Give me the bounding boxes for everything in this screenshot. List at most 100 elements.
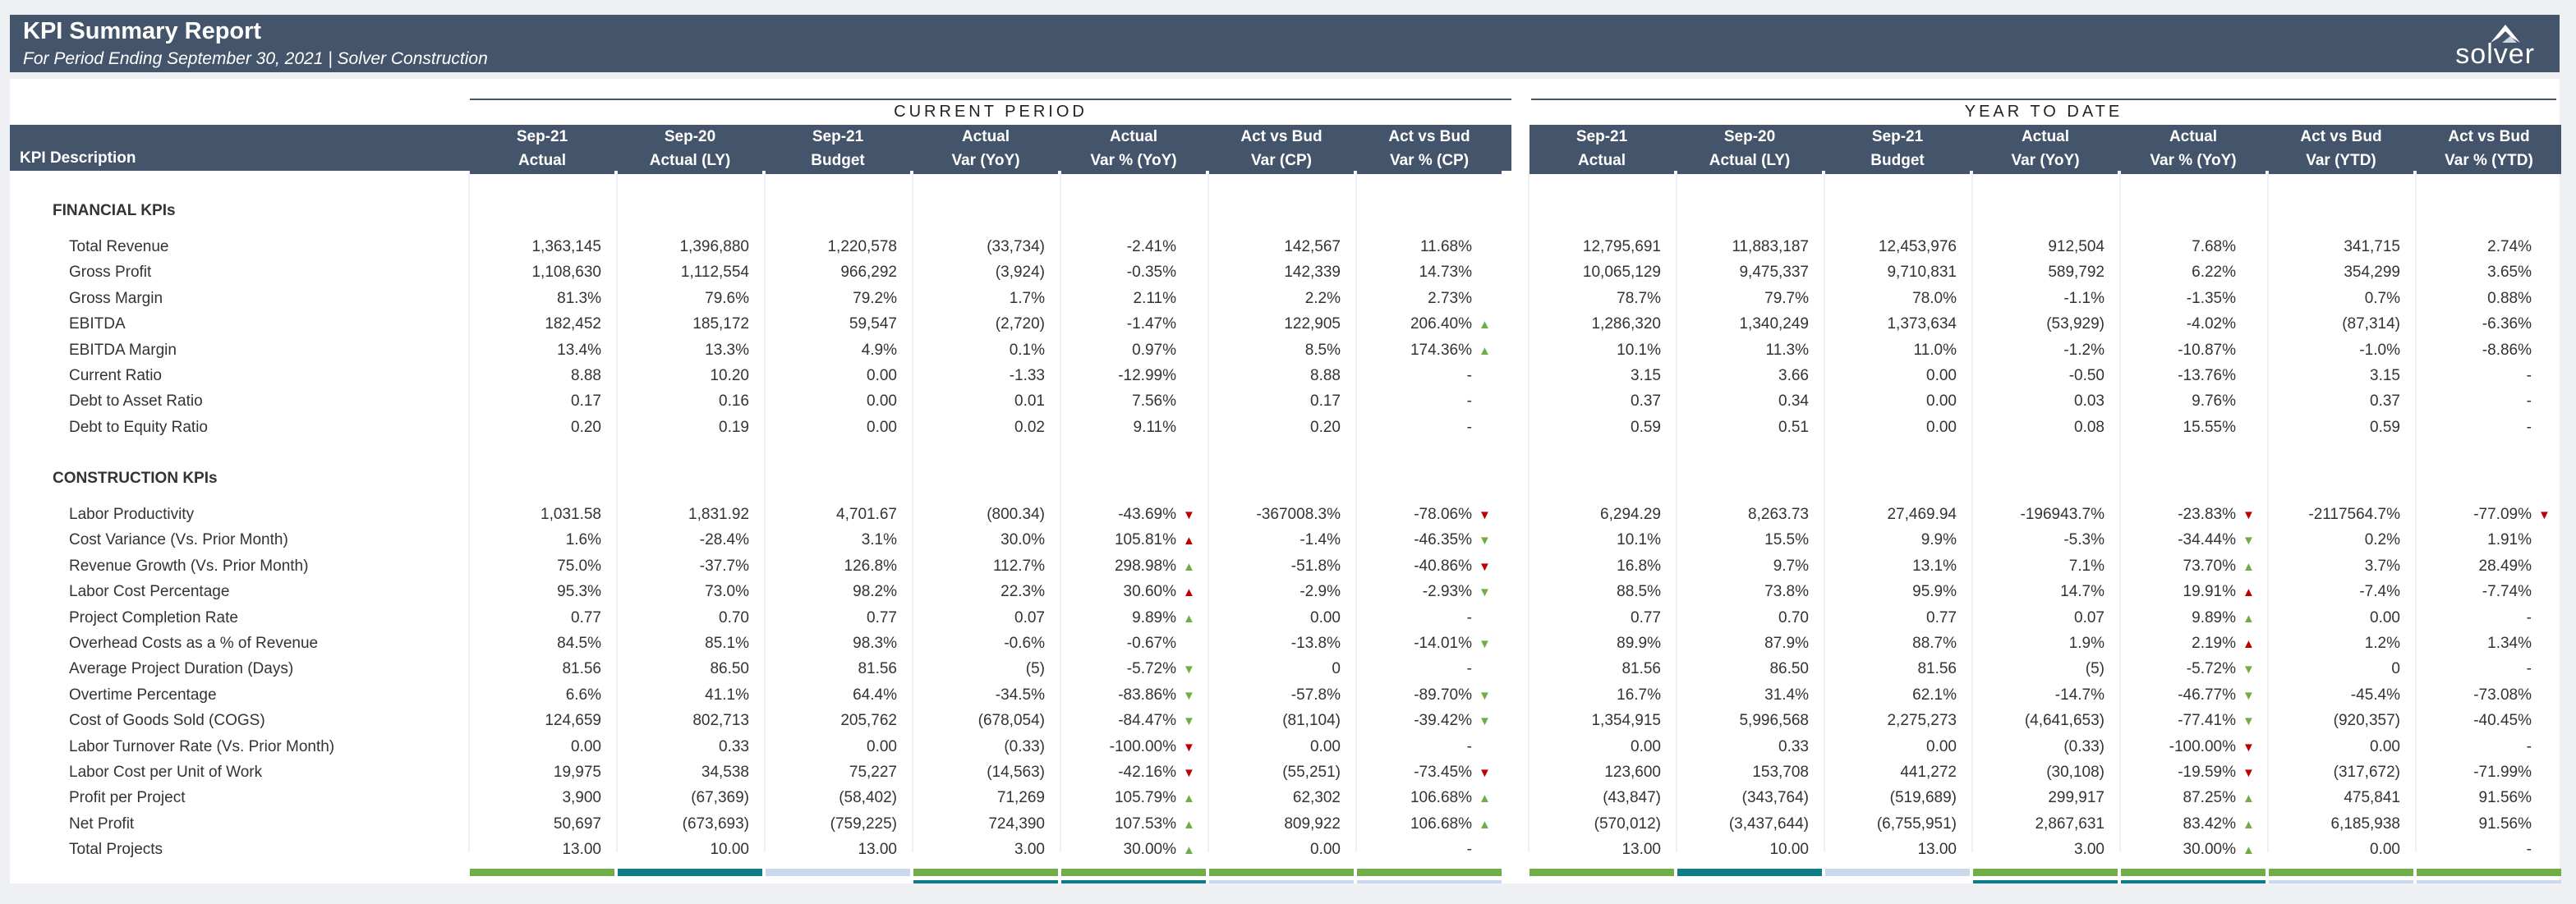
kpi-value-cell: -0.6% bbox=[1004, 635, 1045, 652]
kpi-value-cell: (33,734) bbox=[987, 238, 1045, 255]
trend-down-icon: ▼ bbox=[2242, 508, 2255, 522]
kpi-row-label: EBITDA Margin bbox=[69, 341, 177, 359]
kpi-value-cell: (3,437,644) bbox=[1728, 815, 1809, 833]
column-divider bbox=[468, 171, 470, 852]
kpi-value-cell: -77.41% bbox=[2178, 712, 2236, 730]
kpi-value-cell: -89.70% bbox=[1414, 686, 1472, 704]
trend-up-icon: ▲ bbox=[2242, 792, 2255, 806]
column-divider bbox=[1528, 171, 1530, 852]
kpi-value-cell: 0.00 bbox=[1926, 367, 1957, 384]
kpi-value-cell: 28.49% bbox=[2478, 557, 2532, 575]
kpi-value-cell: -1.0% bbox=[2359, 341, 2400, 359]
column-header-line: Var (YoY) bbox=[951, 152, 1020, 169]
kpi-value-cell: 0 bbox=[1332, 660, 1341, 678]
kpi-value-cell: -39.42% bbox=[1414, 712, 1472, 730]
column-header: Sep-20 Actual (LY) bbox=[1677, 125, 1822, 174]
kpi-row-label: Labor Turnover Rate (Vs. Prior Month) bbox=[69, 737, 335, 755]
kpi-row-label: Revenue Growth (Vs. Prior Month) bbox=[69, 557, 309, 575]
column-divider bbox=[1060, 171, 1061, 852]
kpi-row-label: Cost of Goods Sold (COGS) bbox=[69, 712, 265, 730]
kpi-value-cell: 1,363,145 bbox=[531, 238, 601, 255]
kpi-value-cell: -6.36% bbox=[2482, 315, 2532, 333]
kpi-value-cell: 10.00 bbox=[710, 841, 749, 859]
column-header-line: Sep-21 bbox=[1576, 128, 1628, 145]
kpi-value-cell: -1.1% bbox=[2063, 289, 2104, 307]
trend-up-icon: ▲ bbox=[2242, 817, 2255, 832]
ytd-rule bbox=[1531, 99, 2556, 100]
group-title: FINANCIAL KPIs bbox=[53, 202, 176, 219]
kpi-row-label: Overtime Percentage bbox=[69, 686, 217, 704]
kpi-value-cell: 11.0% bbox=[1913, 341, 1957, 359]
trend-down-icon: ▼ bbox=[1479, 508, 1491, 522]
legend-bar bbox=[1677, 869, 1822, 876]
kpi-value-cell: 724,390 bbox=[988, 815, 1045, 833]
column-header-line: Var (YTD) bbox=[2306, 152, 2376, 169]
kpi-value-cell: 123,600 bbox=[1604, 764, 1661, 781]
kpi-value-cell: (678,054) bbox=[978, 712, 1045, 730]
kpi-value-cell: 298.98% bbox=[1114, 557, 1176, 575]
column-divider bbox=[1971, 171, 1973, 852]
kpi-value-cell: 75,227 bbox=[849, 764, 897, 781]
kpi-value-cell: 81.56 bbox=[858, 660, 897, 678]
kpi-value-cell: 41.1% bbox=[705, 686, 749, 704]
legend-bar bbox=[1061, 880, 1206, 883]
kpi-value-cell: 1.91% bbox=[2487, 531, 2532, 549]
column-header-line: Var (CP) bbox=[1251, 152, 1312, 169]
trend-down-icon: ▼ bbox=[1479, 637, 1491, 651]
column-header: Actual Var % (YoY) bbox=[2121, 125, 2266, 174]
kpi-value-cell: 9,710,831 bbox=[1887, 264, 1957, 282]
kpi-value-cell: 73.0% bbox=[705, 583, 749, 601]
kpi-value-cell: - bbox=[2526, 392, 2532, 411]
kpi-value-cell: 79.7% bbox=[1764, 289, 1809, 307]
kpi-value-cell: 0.77 bbox=[867, 608, 897, 626]
kpi-value-cell: 8,263.73 bbox=[1748, 506, 1809, 523]
kpi-value-cell: 205,762 bbox=[840, 712, 897, 730]
trend-up-icon: ▲ bbox=[1479, 318, 1491, 333]
kpi-value-cell: 0.77 bbox=[571, 608, 601, 626]
column-divider bbox=[1676, 171, 1677, 852]
kpi-value-cell: 142,339 bbox=[1284, 264, 1341, 282]
kpi-value-cell: 3.65% bbox=[2487, 264, 2532, 282]
kpi-value-cell: -1.33 bbox=[1009, 367, 1045, 384]
kpi-value-cell: 341,715 bbox=[2344, 238, 2400, 255]
kpi-value-cell: -367008.3% bbox=[1256, 506, 1341, 523]
kpi-value-cell: (53,929) bbox=[2046, 315, 2104, 333]
column-header: Actual Var (YoY) bbox=[1973, 125, 2118, 174]
kpi-value-cell: 14.7% bbox=[2060, 583, 2104, 601]
kpi-value-cell: -46.77% bbox=[2178, 686, 2236, 704]
kpi-value-cell: 206.40% bbox=[1410, 315, 1472, 333]
kpi-value-cell: (0.33) bbox=[2063, 737, 2104, 755]
column-header: Actual Var % (YoY) bbox=[1061, 125, 1206, 174]
kpi-value-cell: 78.7% bbox=[1617, 289, 1661, 307]
kpi-value-cell: -14.01% bbox=[1414, 635, 1472, 652]
trend-down-icon: ▼ bbox=[1183, 740, 1195, 755]
kpi-row-label: Gross Margin bbox=[69, 289, 163, 307]
kpi-value-cell: 11,883,187 bbox=[1732, 238, 1809, 255]
kpi-value-cell: 1.6% bbox=[565, 531, 601, 549]
kpi-value-cell: -100.00% bbox=[1109, 737, 1176, 755]
column-header-line: Act vs Bud bbox=[1388, 128, 1470, 145]
kpi-value-cell: 95.3% bbox=[557, 583, 601, 601]
trend-down-icon: ▼ bbox=[1479, 585, 1491, 600]
kpi-value-cell: -19.59% bbox=[2178, 764, 2236, 781]
kpi-value-cell: 1,108,630 bbox=[531, 264, 601, 282]
kpi-value-cell: 299,917 bbox=[2048, 789, 2104, 807]
kpi-value-cell: 0.1% bbox=[1009, 341, 1045, 359]
kpi-value-cell: - bbox=[1466, 737, 1472, 755]
kpi-value-cell: 3.1% bbox=[861, 531, 897, 549]
trend-down-icon: ▼ bbox=[2242, 714, 2255, 729]
kpi-value-cell: 83.42% bbox=[2183, 815, 2236, 833]
kpi-value-cell: -1.35% bbox=[2186, 289, 2236, 307]
kpi-value-cell: - bbox=[2526, 608, 2532, 626]
kpi-value-cell: 7.56% bbox=[1132, 392, 1176, 411]
kpi-value-cell: 1,831.92 bbox=[688, 506, 749, 523]
kpi-value-cell: -84.47% bbox=[1118, 712, 1176, 730]
column-header-line: Actual bbox=[2169, 128, 2218, 145]
kpi-value-cell: 0.16 bbox=[719, 392, 749, 411]
kpi-value-cell: 19,975 bbox=[553, 764, 601, 781]
kpi-value-cell: -13.8% bbox=[1290, 635, 1341, 652]
kpi-value-cell: 86.50 bbox=[710, 660, 749, 678]
kpi-value-cell: -40.45% bbox=[2473, 712, 2532, 730]
trend-down-icon: ▼ bbox=[2242, 740, 2255, 755]
kpi-row-label: Labor Cost Percentage bbox=[69, 583, 230, 601]
